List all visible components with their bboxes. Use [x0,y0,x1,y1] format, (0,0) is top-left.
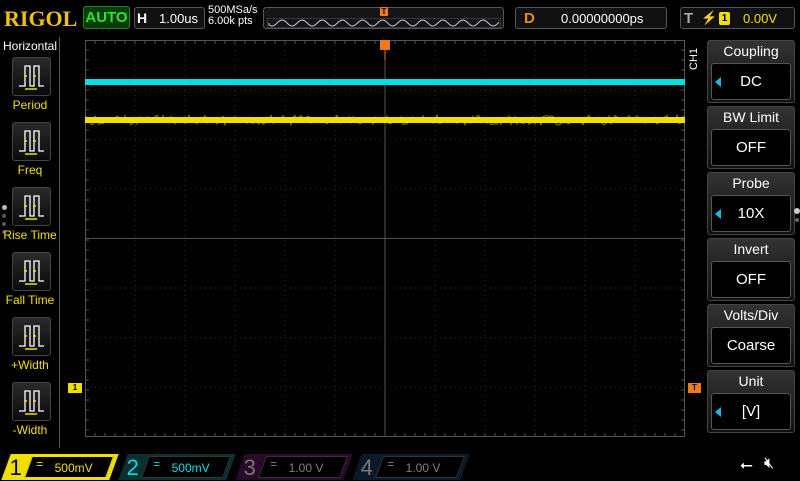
softkey-value-box: DC [711,63,791,100]
channel-4-button[interactable]: 4 = 1.00 V [352,454,469,480]
positive-width-icon [13,318,50,355]
softkey-title: Invert [708,241,794,257]
delay-value: 0.00000000ps [561,11,643,26]
page-dot [2,205,7,210]
softkey-value: Coarse [727,337,775,354]
fall-time-button[interactable] [12,252,51,291]
frequency-icon [13,123,50,160]
selector-arrow-icon [715,209,721,219]
ch1-offset-marker[interactable]: 1 [68,383,82,393]
channel-label: CH1 [688,48,700,70]
invert-softkey[interactable]: Invert OFF [707,238,795,301]
channel-number: 1 [10,455,22,481]
softkey-value: DC [740,73,762,90]
rise-time-icon [13,188,50,225]
selector-arrow-icon [715,407,721,417]
acquisition-info: 500MSa/s 6.00k pts [208,5,258,27]
page-dot [794,208,800,214]
menu-label: Rise Time [0,228,60,242]
timebase-value: 1.00us [159,11,198,26]
timebase-key: H [137,10,147,26]
run-mode-button[interactable]: AUTO [83,6,130,29]
softkey-value: OFF [736,139,766,156]
frequency-button[interactable] [12,122,51,161]
channel-number: 4 [361,455,373,481]
softkey-title: Unit [708,373,794,389]
period-icon [13,58,50,95]
trigger-key: T [684,10,693,27]
sound-muted-icon[interactable]: 🔇︎ [764,455,774,473]
trigger-position-icon[interactable] [380,40,390,50]
coupling-softkey[interactable]: Coupling DC [707,40,795,103]
channel-scale: 1.00 V [406,461,441,475]
rise-time-button[interactable] [12,187,51,226]
softkey-value-box: OFF [711,129,791,166]
menu-label: +Width [0,358,60,372]
delay-key: D [524,10,535,27]
coupling-dc-icon: = [36,457,43,471]
memory-depth: 6.00k pts [208,16,258,27]
channel-scale: 500mV [172,461,210,475]
rigol-logo: RIGOL [4,6,77,32]
menu-label: Fall Time [0,293,60,307]
trigger-source: 1 [719,12,730,25]
waveform-grid[interactable] [85,40,685,437]
softkey-title: Coupling [708,43,794,59]
rising-edge-icon: ⚡ [701,10,717,26]
softkey-value-box: Coarse [711,327,791,364]
volts-div-softkey[interactable]: Volts/Div Coarse [707,304,795,367]
channel-number: 2 [127,455,139,481]
page-dot [795,218,799,222]
softkey-title: Volts/Div [708,307,794,323]
period-button[interactable] [12,57,51,96]
menu-label: -Width [0,423,60,437]
trigger-display[interactable]: T ⚡ 1 0.00V [680,7,795,29]
menu-label: Freq [0,163,60,177]
selector-arrow-icon [715,77,721,87]
coupling-dc-icon: = [153,457,160,471]
softkey-value-box: OFF [711,261,791,298]
channel-3-button[interactable]: 3 = 1.00 V [235,454,352,480]
softkey-value: [V] [742,403,760,420]
probe-softkey[interactable]: Probe 10X [707,172,795,235]
trigger-position-marker[interactable]: T [380,7,388,16]
unit-softkey[interactable]: Unit [V] [707,370,795,433]
softkey-title: BW Limit [708,109,794,125]
menu-title: Horizontal [3,39,57,53]
channel-scale: 500mV [55,461,93,475]
softkey-value: 10X [738,205,765,222]
softkey-value: OFF [736,271,766,288]
waveform-overview-icon [267,18,501,28]
ch2-waveform [85,79,685,85]
coupling-dc-icon: = [387,457,394,471]
softkey-value-box: 10X [711,195,791,232]
page-dot [2,222,6,226]
fall-time-icon [13,253,50,290]
negative-width-button[interactable] [12,382,51,421]
negative-width-icon [13,383,50,420]
ch1-waveform [85,117,685,123]
softkey-title: Probe [708,175,794,191]
coupling-dc-icon: = [270,457,277,471]
delay-display[interactable]: D 0.00000000ps [515,7,667,29]
timebase-display[interactable]: H 1.00us [134,7,205,29]
usb-icon: ⭠ [740,457,753,475]
channel-2-button[interactable]: 2 = 500mV [118,454,235,480]
page-dot [2,214,6,218]
bw-limit-softkey[interactable]: BW Limit OFF [707,106,795,169]
menu-label: Period [0,98,60,112]
horizontal-menu: Horizontal Period Freq Rise Time Fall Time +… [0,37,60,448]
channel-menu: Coupling DC BW Limit OFF Probe 10X Invert OFF Vo… [700,37,800,448]
channel-number: 3 [244,455,256,481]
channel-scale: 1.00 V [289,461,324,475]
softkey-value-box: [V] [711,393,791,430]
positive-width-button[interactable] [12,317,51,356]
trigger-level: 0.00V [743,11,777,26]
channel-1-button[interactable]: 1 = 500mV [1,454,118,480]
